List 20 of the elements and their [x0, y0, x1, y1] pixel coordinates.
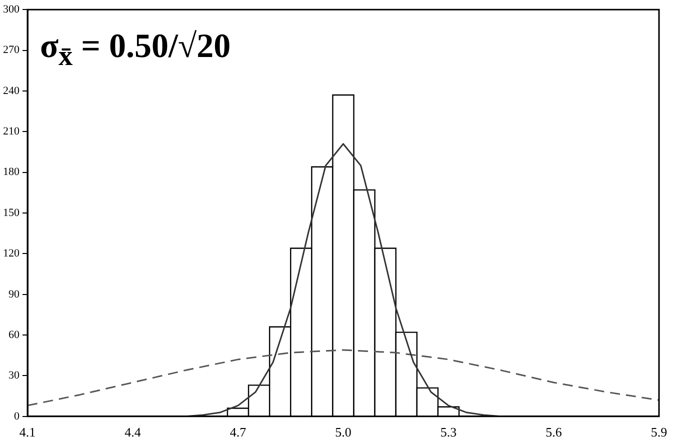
x-tick-label: 4.7 — [230, 424, 247, 440]
x-tick-label: 5.6 — [546, 424, 562, 440]
y-tick-label: 60 — [8, 328, 20, 341]
y-tick-label: 240 — [3, 84, 20, 97]
y-tick-label: 0 — [14, 410, 20, 422]
y-tick-label: 180 — [3, 166, 20, 178]
line-series — [28, 349, 659, 406]
x-tick-label: 5.9 — [650, 424, 668, 440]
y-tick-label: 30 — [8, 370, 20, 382]
x-tick-label: 5.0 — [335, 424, 352, 440]
x-tick-label: 5.3 — [440, 424, 457, 440]
annotation: σ$_{x̄}$ = 0.50/√20 — [40, 28, 231, 73]
y-tick-label: 120 — [3, 248, 20, 260]
y-tick-label: 150 — [3, 206, 20, 219]
y-tick-label: 270 — [3, 44, 20, 56]
y-tick-label: 300 — [3, 3, 20, 16]
y-tick-label: 210 — [3, 126, 20, 138]
y-tick-label: 90 — [8, 288, 20, 300]
x-tick-label: 4.1 — [19, 424, 36, 440]
x-tick-label: 4.4 — [124, 424, 142, 440]
